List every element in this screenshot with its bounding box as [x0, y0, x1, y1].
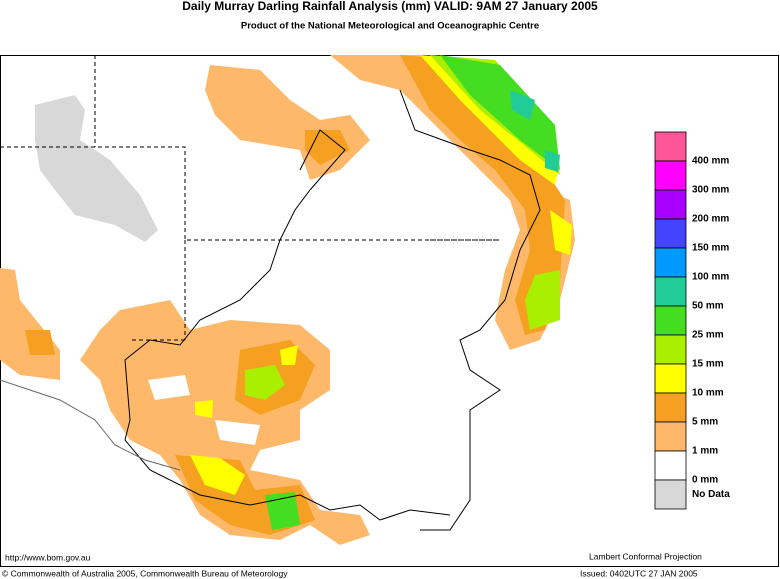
- rain-area: [265, 492, 300, 530]
- legend-label: 150 mm: [692, 243, 729, 254]
- legend-label: 5 mm: [692, 417, 718, 428]
- legend-label: 25 mm: [692, 330, 724, 341]
- legend-swatch: [654, 247, 687, 278]
- legend-label: 50 mm: [692, 301, 724, 312]
- rain-area: [550, 210, 572, 255]
- subtitle: Product of the National Meteorological a…: [241, 21, 539, 32]
- copyright: © Commonwealth of Australia 2005, Common…: [2, 568, 288, 578]
- rain-area: [245, 365, 285, 400]
- url: http://www.bom.gov.au: [5, 552, 91, 562]
- projection: Lambert Conformal Projection: [589, 551, 702, 561]
- legend-label: 300 mm: [692, 185, 729, 196]
- legend-label: 10 mm: [692, 388, 724, 399]
- rain-area: [190, 455, 245, 495]
- rain-area: [440, 55, 560, 170]
- dry-area: [148, 375, 190, 400]
- no-data-area: [35, 95, 158, 242]
- legend-swatch: [654, 276, 687, 307]
- legend-swatch: [654, 160, 687, 191]
- legend-swatch: [654, 392, 687, 423]
- legend-label: 1 mm: [692, 446, 718, 457]
- boundaries: [0, 55, 541, 531]
- rain-area: [25, 330, 55, 355]
- legend-swatch: [654, 305, 687, 336]
- rain-area: [195, 345, 298, 418]
- legend-swatch: [654, 421, 687, 452]
- rain-area: [510, 90, 560, 172]
- legend-swatch: [654, 450, 687, 481]
- legend-label: 15 mm: [692, 359, 724, 370]
- legend-label: 100 mm: [692, 272, 729, 283]
- legend-swatch: [654, 218, 687, 249]
- legend: 400 mm 300 mm 200 mm 150 mm 100 mm 50 mm 25 mm…: [654, 131, 730, 510]
- map: [0, 55, 779, 567]
- rain-area: [305, 130, 350, 165]
- rain-area: [420, 55, 560, 185]
- legend-swatch: [654, 479, 687, 510]
- rain-area: [525, 270, 560, 330]
- legend-swatch: [654, 131, 687, 162]
- legend-label: 0 mm: [692, 475, 718, 486]
- legend-swatch: [654, 334, 687, 365]
- legend-label: No Data: [692, 489, 730, 500]
- legend-swatch: [654, 363, 687, 394]
- legend-swatch: [654, 189, 687, 220]
- issued: Issued: 0402UTC 27 JAN 2005: [580, 568, 698, 578]
- legend-label: 400 mm: [692, 156, 729, 167]
- legend-label: 200 mm: [692, 214, 729, 225]
- dry-area: [215, 420, 260, 445]
- title: Daily Murray Darling Rainfall Analysis (…: [182, 0, 598, 13]
